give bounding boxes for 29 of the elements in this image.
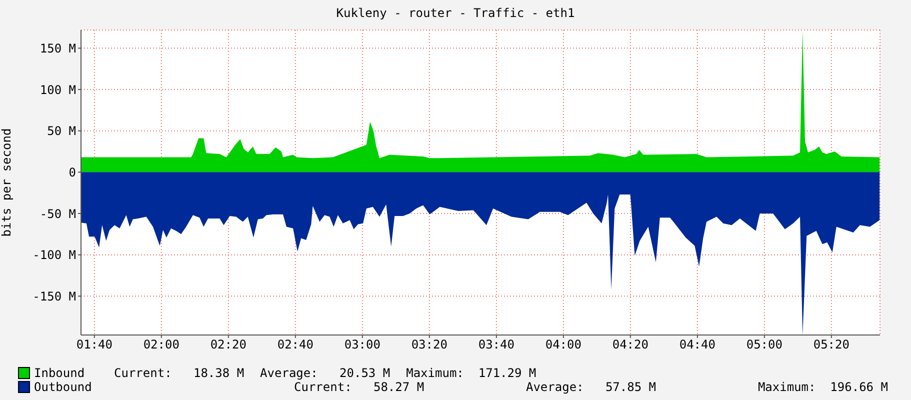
y-tick-label: 100 M bbox=[40, 82, 76, 97]
x-tick-label: 03:40 bbox=[478, 338, 514, 352]
x-tick-label: 04:00 bbox=[545, 338, 582, 352]
y-tick-label: -100 M bbox=[32, 248, 76, 262]
x-tick-label: 01:40 bbox=[76, 338, 112, 352]
x-tick-label: 03:20 bbox=[411, 338, 448, 352]
x-tick-label: 03:00 bbox=[344, 338, 380, 352]
y-tick-label: -150 M bbox=[32, 289, 76, 304]
x-tick-label: 04:40 bbox=[679, 338, 716, 352]
x-tick-label: 02:40 bbox=[277, 338, 314, 352]
y-tick-label: 0 bbox=[68, 165, 76, 180]
x-tick-label: 05:20 bbox=[813, 338, 850, 352]
text: Maximum: 171.29 M bbox=[406, 366, 536, 380]
x-tick-label: 05:00 bbox=[746, 338, 782, 352]
text: Average: 57.85 M bbox=[526, 380, 656, 394]
y-tick-label: 50 M bbox=[47, 124, 76, 138]
legend-label: Outbound bbox=[34, 380, 93, 394]
x-tick-label: 04:20 bbox=[612, 338, 648, 352]
x-tick-label: 02:20 bbox=[210, 338, 246, 352]
text: Maximum: 196.66 M bbox=[758, 380, 888, 394]
y-tick-label: -50 M bbox=[40, 206, 76, 221]
text: Current: 18.38 M bbox=[114, 366, 244, 380]
x-tick-label: 02:00 bbox=[143, 338, 180, 352]
text: Current: 58.27 M bbox=[294, 380, 424, 394]
legend-label: Inbound bbox=[34, 366, 86, 380]
y-tick-label: 150 M bbox=[40, 41, 76, 56]
y-axis-title: bits per second bbox=[0, 128, 14, 237]
text: Average: 20.53 M bbox=[260, 366, 390, 380]
chart-title: Kukleny - router - Traffic - eth1 bbox=[335, 5, 576, 22]
